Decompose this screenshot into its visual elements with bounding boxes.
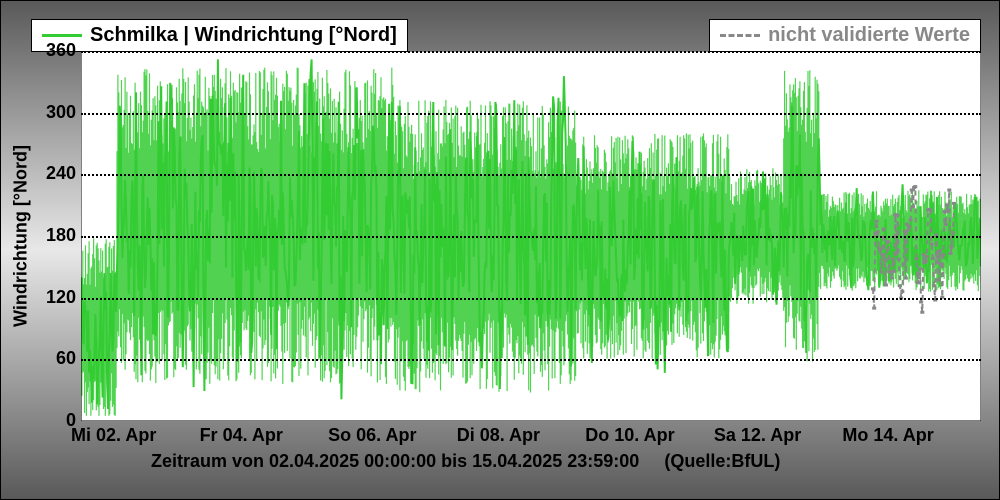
chart-container: Schmilka | Windrichtung [°Nord] nicht va… — [0, 0, 1000, 500]
y-tick-label: 240 — [31, 163, 76, 184]
legend-series: Schmilka | Windrichtung [°Nord] — [31, 19, 408, 52]
y-tick-label: 300 — [31, 102, 76, 123]
y-tick-label: 360 — [31, 40, 76, 61]
grid-line — [81, 359, 981, 361]
x-tick-label: Sa 12. Apr — [714, 425, 801, 446]
chart-caption: Zeitraum von 02.04.2025 00:00:00 bis 15.… — [151, 451, 780, 472]
y-tick-label: 120 — [31, 287, 76, 308]
legend-nonvalid-swatch — [720, 34, 760, 37]
x-tick-label: So 06. Apr — [328, 425, 416, 446]
y-tick-label: 60 — [31, 348, 76, 369]
grid-line — [81, 113, 981, 115]
legend-series-label: Schmilka | Windrichtung [°Nord] — [90, 24, 397, 47]
y-tick-label: 0 — [31, 410, 76, 431]
grid-line — [81, 298, 981, 300]
y-axis-label: Windrichtung [°Nord] — [11, 136, 32, 336]
x-tick-label: Di 08. Apr — [457, 425, 540, 446]
legend-series-swatch — [42, 34, 82, 37]
caption-source: (Quelle:BfUL) — [664, 451, 780, 471]
x-tick-label: Mi 02. Apr — [71, 425, 156, 446]
x-tick-label: Mo 14. Apr — [842, 425, 933, 446]
x-tick-label: Fr 04. Apr — [200, 425, 283, 446]
x-tick-label: Do 10. Apr — [585, 425, 674, 446]
grid-line — [81, 174, 981, 176]
legend-nonvalid-label: nicht validierte Werte — [768, 24, 970, 47]
y-tick-label: 180 — [31, 225, 76, 246]
legend-nonvalidated: nicht validierte Werte — [709, 19, 981, 52]
plot-area — [81, 51, 981, 421]
grid-line — [81, 236, 981, 238]
caption-timerange: Zeitraum von 02.04.2025 00:00:00 bis 15.… — [151, 451, 639, 471]
